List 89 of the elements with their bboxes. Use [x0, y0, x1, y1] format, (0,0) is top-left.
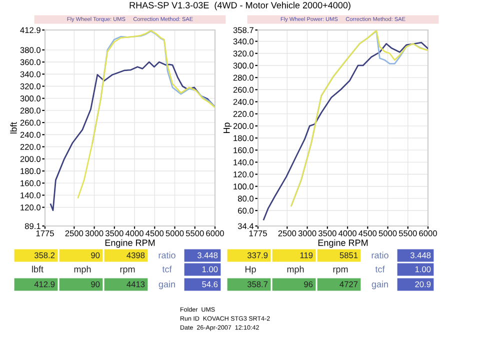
text: rpm [120, 267, 135, 274]
x-axis-title: Engine RPM [318, 239, 368, 248]
y-tick-label: 412.9 [20, 27, 40, 34]
x-tick-label: 1775 [249, 230, 267, 236]
y-tick-label: 320.0 [233, 50, 254, 56]
text: Hp [245, 266, 256, 274]
text: 4398 [126, 252, 145, 258]
y-tick-label: 80.0 [238, 196, 254, 202]
x-tick-label: 2500 [65, 230, 84, 236]
text: gain [372, 280, 388, 290]
y-tick-label: 89.1 [24, 223, 40, 230]
y-tick-label: 220.0 [20, 144, 41, 150]
text: 5851 [340, 252, 358, 258]
y-tick-label: 120.0 [20, 204, 41, 210]
y-tick-label: 358.7 [233, 27, 254, 34]
text: 1.00 [415, 266, 431, 272]
y-tick-label: 320.0 [20, 83, 41, 90]
y-axis-title: lbft [10, 122, 17, 134]
text: RHAS-SP V1.3-03E (4WD - Motor Vehicle 2000+4000) [130, 2, 350, 10]
y-tick-label: 160.0 [20, 180, 41, 186]
text: 358.2 [34, 252, 55, 258]
text: tcf [162, 266, 172, 272]
text: gain [158, 280, 175, 290]
text: 20.9 [415, 281, 431, 288]
line-series [50, 61, 215, 212]
x-tick-label: 5000 [166, 230, 184, 236]
text: 4413 [126, 281, 145, 288]
x-tick-label: 2500 [278, 230, 296, 236]
y-tick-label: 100.0 [234, 184, 254, 190]
y-tick-label: 60.0 [238, 208, 254, 214]
x-tick-label: 3500 [318, 230, 336, 236]
y-tick-label: 340.0 [233, 38, 254, 44]
text: mph [74, 266, 91, 274]
text: lbft [32, 266, 44, 272]
x-axis-title: Engine RPM [105, 239, 155, 248]
x-tick-label: 6000 [206, 230, 224, 236]
y-tick-label: 240.0 [233, 98, 254, 105]
y-tick-label: 200.0 [233, 123, 254, 130]
x-tick-label: 5000 [378, 230, 397, 236]
text: mph [287, 266, 304, 274]
x-tick-label: 1775 [36, 230, 54, 236]
y-tick-label: 300.0 [20, 96, 41, 102]
y-tick-label: 340.0 [20, 71, 41, 78]
y-tick-label: 260.0 [233, 86, 254, 93]
y-tick-label: 280.0 [20, 108, 41, 114]
line-series [77, 30, 215, 198]
y-tick-label: 280.0 [233, 74, 254, 81]
y-tick-label: 140.0 [20, 192, 41, 198]
y-tick-label: 360.0 [20, 59, 41, 66]
x-tick-label: 3000 [85, 230, 104, 236]
y-tick-label: 240.0 [20, 132, 41, 138]
y-tick-label: 180.0 [234, 135, 254, 142]
line-series [262, 42, 428, 220]
text: 54.6 [202, 281, 218, 288]
x-tick-label: 4500 [358, 230, 377, 236]
x-tick-label: 5500 [186, 230, 204, 236]
text: 358.7 [247, 281, 268, 288]
y-tick-label: 120.0 [234, 171, 254, 178]
y-tick-label: 300.0 [233, 62, 254, 69]
x-tick-label: 3000 [298, 230, 316, 236]
y-tick-label: 200.0 [20, 156, 41, 162]
y-tick-label: 140.0 [234, 159, 254, 166]
text: 3.448 [410, 252, 431, 258]
y-tick-label: 160.0 [234, 147, 254, 154]
y-tick-label: 220.0 [233, 111, 254, 117]
x-tick-label: 4000 [338, 230, 356, 236]
y-tick-label: 180.0 [20, 168, 41, 174]
text: 337.9 [247, 252, 268, 258]
text: 90 [91, 252, 100, 258]
text: 1.00 [202, 266, 218, 272]
text: 119 [300, 252, 313, 258]
text: 90 [91, 281, 100, 288]
x-tick-label: 4000 [125, 230, 144, 236]
text: 4727 [340, 281, 358, 288]
x-tick-label: 5500 [398, 230, 417, 236]
y-axis-title: Hp [224, 122, 232, 134]
x-tick-label: 6000 [419, 230, 437, 236]
text: 3.448 [197, 252, 218, 258]
text: 96 [304, 281, 313, 288]
y-tick-label: 260.0 [20, 120, 41, 126]
x-tick-label: 3500 [105, 230, 124, 236]
text: ratio [372, 252, 388, 258]
text: rpm [333, 267, 348, 274]
text: ratio [158, 252, 176, 258]
y-tick-label: 34.4 [238, 223, 254, 230]
text: tcf [375, 266, 385, 272]
x-tick-label: 4500 [146, 230, 164, 236]
text: 412.9 [34, 281, 55, 288]
y-tick-label: 380.0 [20, 47, 41, 54]
